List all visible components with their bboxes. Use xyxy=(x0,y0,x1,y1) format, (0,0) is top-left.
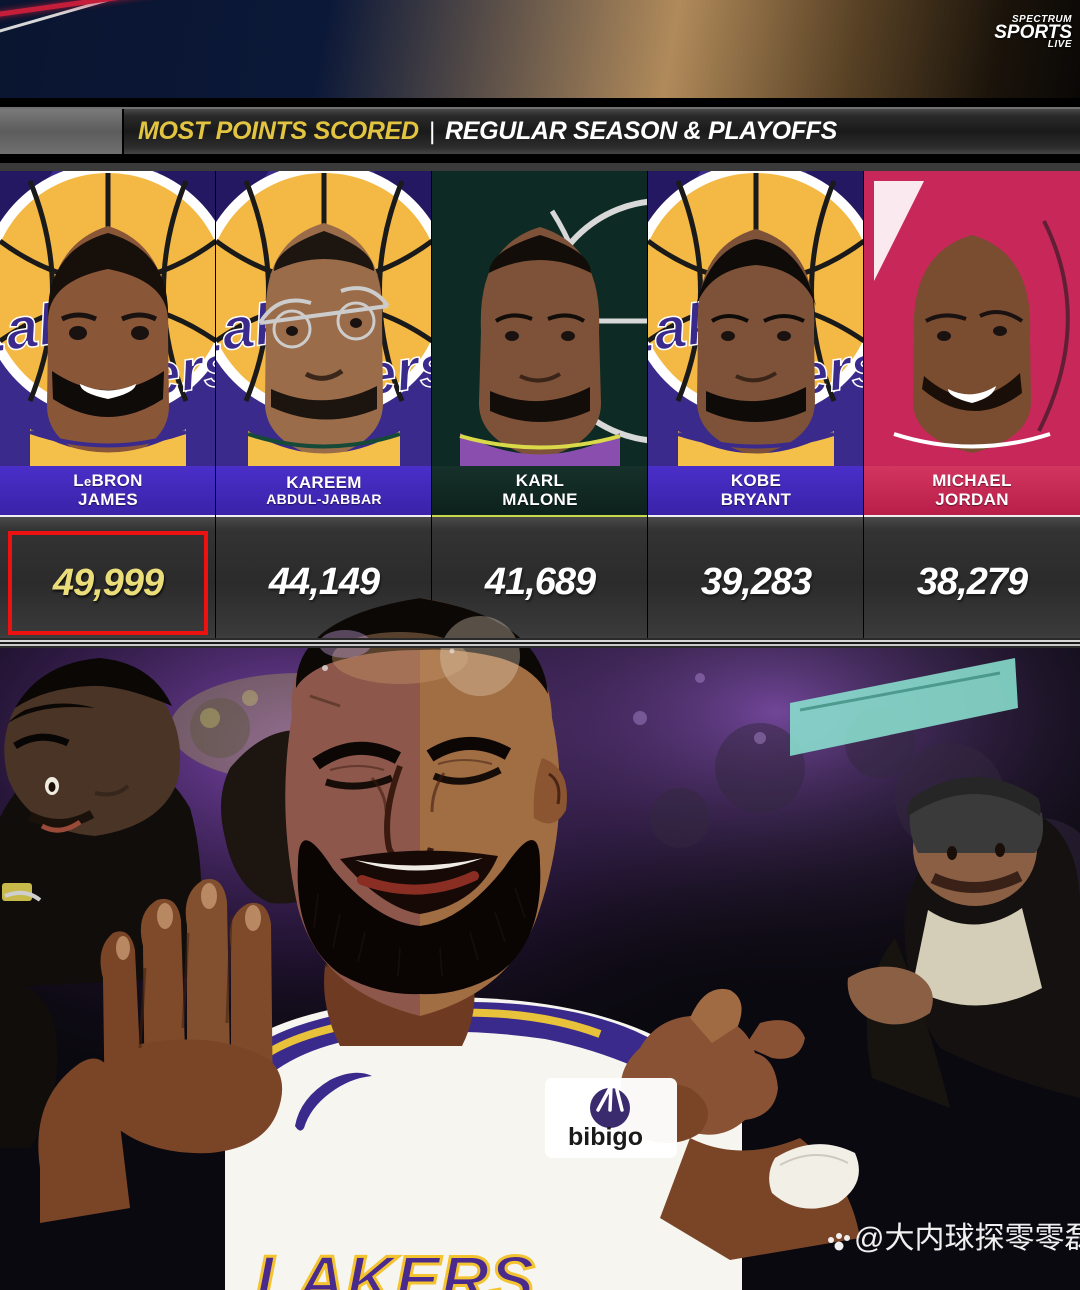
svg-text:bibigo: bibigo xyxy=(568,1123,643,1151)
svg-text:@大内球探零零磊: @大内球探零零磊 xyxy=(854,1222,1080,1255)
svg-text:LAKERS: LAKERS xyxy=(255,1242,535,1290)
